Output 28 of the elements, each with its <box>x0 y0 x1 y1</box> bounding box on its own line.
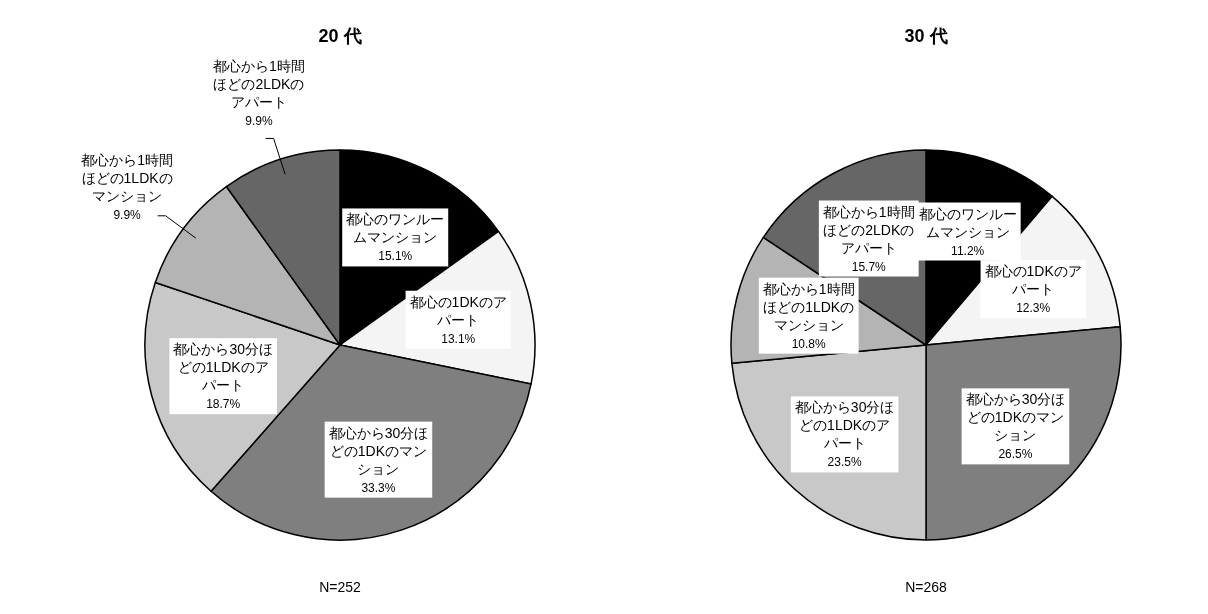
slice-label: 都心から30分ほどの1LDKのアパート <box>794 399 895 452</box>
chart-title: 20 代 <box>318 26 362 46</box>
slice-label: 都心から1時間ほどの1LDKのマンション <box>81 152 173 205</box>
data-label: 9.9% <box>113 208 142 223</box>
slice-label: 都心から30分ほどの1DKのマンション <box>328 424 429 477</box>
data-label: 11.2% <box>951 243 985 258</box>
chart-title: 30 代 <box>904 26 948 46</box>
data-label: 12.3% <box>1016 301 1051 316</box>
slice-label: 都心のワンルームマンション <box>918 205 1017 240</box>
slice-label: 都心から1時間ほどの1LDKのマンション <box>762 280 855 333</box>
slice-label: 都心から30分ほどの1DKのマンション <box>965 391 1066 444</box>
slice-label: 都心のワンルームマンション <box>346 211 445 246</box>
text: N=268 <box>905 579 948 595</box>
data-label: 9.9% <box>245 113 273 128</box>
data-label: 26.5% <box>998 447 1033 462</box>
data-label: 33.3% <box>361 480 396 495</box>
slice-label: 都心から1時間ほどの2LDKのアパート <box>213 57 305 110</box>
slice-label: 都心から1時間ほどの2LDKのアパート <box>822 203 915 256</box>
text: N=252 <box>319 579 362 595</box>
data-label: 15.1% <box>378 249 413 264</box>
data-label: 10.8% <box>791 336 827 351</box>
data-label: 13.1% <box>441 331 476 346</box>
slice-label: 都心の1DKのアパート <box>409 293 507 328</box>
data-label: 23.5% <box>827 455 862 470</box>
data-label: 18.7% <box>206 397 241 412</box>
slice-label: 都心の1DKのアパート <box>984 263 1082 298</box>
slice-label: 都心から30分ほどの1LDKのアパート <box>173 341 273 394</box>
data-label: 15.7% <box>851 259 887 274</box>
